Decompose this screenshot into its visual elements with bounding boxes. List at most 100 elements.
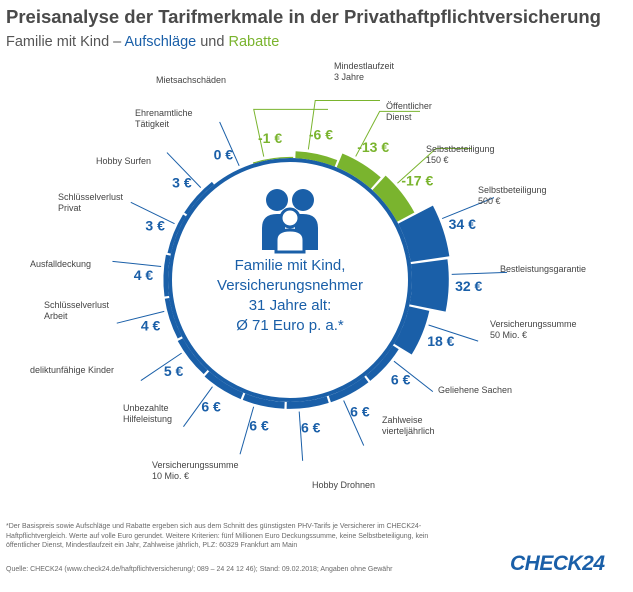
value-label: -13 € <box>357 139 389 155</box>
value-label: 3 € <box>145 218 165 234</box>
bar-segment <box>394 306 430 355</box>
category-label-line: Geliehene Sachen <box>438 385 512 395</box>
child-body <box>274 228 306 254</box>
center-text: Familie mit Kind, Versicherungsnehmer 31 J… <box>217 257 363 334</box>
category-label-line: Schlüsselverlust <box>44 300 110 310</box>
category-label-line: 3 Jahre <box>334 72 364 82</box>
category-label-line: Arbeit <box>44 311 68 321</box>
category-label-line: 50 Mio. € <box>490 330 527 340</box>
category-label-line: Mindestlaufzeit <box>334 61 395 71</box>
center-line: Versicherungsnehmer <box>217 277 363 294</box>
category-label: Schlüsselverlust Arbeit <box>44 300 110 321</box>
radial-chart: -1 € -6 € -13 € -17 € 34 € 32 € 18 € 6 € 6 € 6 € 6… <box>30 61 586 490</box>
bar-segment <box>328 376 369 403</box>
leader-line <box>239 406 255 455</box>
category-label: Zahlweise vierteljährlich <box>382 415 435 436</box>
footnote: *Der Basispreis sowie Aufschläge und Rab… <box>6 523 429 549</box>
bar-segment <box>177 338 208 375</box>
category-label: Hobby Surfen <box>96 156 151 166</box>
value-label: 6 € <box>201 398 221 414</box>
leader-line <box>355 110 420 157</box>
bar-segment <box>252 156 294 164</box>
category-label-line: Bestleistungsgarantie <box>500 264 586 274</box>
category-label: Versicherungssumme 10 Mio. € <box>152 460 239 481</box>
value-label: 4 € <box>141 317 161 333</box>
adult-head <box>292 189 314 211</box>
subtitle-prefix: Familie mit Kind – <box>6 34 125 50</box>
check24-logo: CHECK24 <box>510 552 605 575</box>
center-line: Ø 71 Euro p. a.* <box>236 317 344 334</box>
category-label: Schlüsselverlust Privat <box>58 192 124 213</box>
value-label: 6 € <box>391 372 411 388</box>
bar-segment <box>204 371 244 400</box>
bar-layer <box>163 151 450 409</box>
category-label: Geliehene Sachen <box>438 385 512 395</box>
category-label: Hobby Drohnen <box>312 480 375 490</box>
leader-line <box>116 310 165 324</box>
category-label-line: deliktunfähige Kinder <box>30 365 114 375</box>
value-label: 34 € <box>449 216 476 232</box>
category-label: Bestleistungsgarantie <box>500 264 586 274</box>
category-label: deliktunfähige Kinder <box>30 365 114 375</box>
value-label: 6 € <box>249 418 269 434</box>
chart-subtitle: Familie mit Kind – Aufschläge und Rabatt… <box>6 34 279 50</box>
value-label: 6 € <box>350 403 370 419</box>
leader-line <box>393 360 434 393</box>
category-label-line: Dienst <box>386 112 412 122</box>
category-label-line: vierteljährlich <box>382 426 435 436</box>
bar-segment <box>295 151 338 167</box>
value-label: 32 € <box>455 278 482 294</box>
label-layer: Mindestlaufzeit 3 Jahre Öffentlicher Dienst… <box>30 61 586 490</box>
leader-line <box>428 324 479 342</box>
center-line: Familie mit Kind, <box>235 257 346 274</box>
category-label-line: Hobby Surfen <box>96 156 151 166</box>
value-label: -17 € <box>401 173 433 189</box>
value-layer: -1 € -6 € -13 € -17 € 34 € 32 € 18 € 6 € 6 € 6 € 6… <box>134 126 483 435</box>
ring-layer <box>168 158 412 402</box>
category-label-line: Zahlweise <box>382 415 423 425</box>
bar-segment <box>167 214 186 254</box>
leader-line <box>343 400 365 446</box>
leader-line <box>253 108 328 157</box>
bar-segment <box>164 298 182 339</box>
value-label: 3 € <box>172 175 192 191</box>
category-label-line: Hobby Drohnen <box>312 480 375 490</box>
bar-segment <box>163 254 171 297</box>
category-label: Versicherungssumme 50 Mio. € <box>490 319 577 340</box>
leader-line <box>183 386 213 427</box>
category-label: Ehrenamtliche Tätigkeit <box>135 108 193 129</box>
subtitle-surcharges: Aufschläge <box>124 34 197 50</box>
adult-head <box>266 189 288 211</box>
center-line: 31 Jahre alt: <box>249 297 332 314</box>
category-label-line: Tätigkeit <box>135 119 170 129</box>
bar-segment <box>336 153 381 189</box>
category-label: Mindestlaufzeit 3 Jahre <box>334 61 395 82</box>
leader-line <box>130 201 175 225</box>
inner-ring <box>168 158 412 402</box>
leader-line <box>298 411 304 461</box>
bar-segment <box>286 396 329 409</box>
bar-segment <box>242 393 285 409</box>
category-label-line: Unbezahlte <box>123 403 169 413</box>
category-label-line: 10 Mio. € <box>152 471 189 481</box>
category-label: Mietsachschäden <box>156 75 226 85</box>
chart-title: Preisanalyse der Tarifmerkmale in der Pr… <box>6 6 601 27</box>
value-label: 18 € <box>427 333 454 349</box>
bar-segment <box>409 259 449 312</box>
leader-line <box>441 197 495 219</box>
bar-segment <box>365 345 399 381</box>
value-label: -6 € <box>309 126 333 142</box>
family-icon <box>262 189 318 254</box>
category-label-line: 500 € <box>478 196 501 206</box>
value-label: 0 € <box>214 147 234 163</box>
value-label: 4 € <box>134 267 154 283</box>
category-label-line: Ehrenamtliche <box>135 108 193 118</box>
leader-line <box>219 121 240 167</box>
category-label: Ausfalldeckung <box>30 259 91 269</box>
leader-line <box>166 152 202 188</box>
category-label-line: Ausfalldeckung <box>30 259 91 269</box>
category-label-line: Versicherungssumme <box>490 319 577 329</box>
subtitle-discounts: Rabatte <box>228 34 280 50</box>
child-head <box>279 207 301 229</box>
value-label: 6 € <box>301 419 321 435</box>
